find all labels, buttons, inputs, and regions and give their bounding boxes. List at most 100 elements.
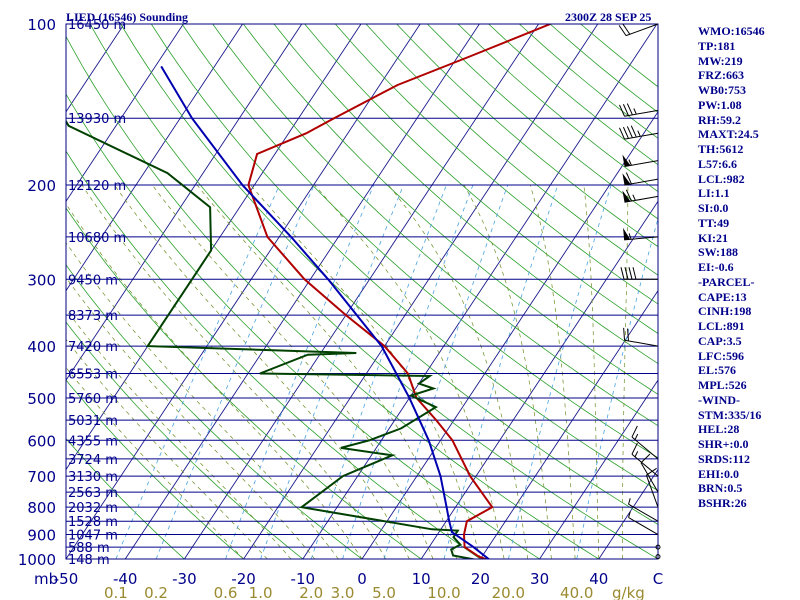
mixing-ratio-unit: g/kg xyxy=(612,584,645,600)
index-item: L57:6.6 xyxy=(698,156,737,171)
barb-pennant xyxy=(623,227,631,240)
barb-full-feather xyxy=(622,126,629,139)
mixing-ratio-label: 3.0 xyxy=(331,584,355,600)
barb-half-feather xyxy=(637,130,641,137)
barb-full-feather xyxy=(622,23,631,35)
mixing-ratio-line xyxy=(225,184,375,559)
barb-full-feather xyxy=(630,125,637,138)
barb-staff xyxy=(624,109,659,117)
height-label: 2563 m xyxy=(68,486,118,501)
index-item: FRZ:663 xyxy=(698,68,744,83)
index-item: MW:219 xyxy=(698,53,743,68)
index-item: LFC:596 xyxy=(698,348,744,363)
height-label: 4355 m xyxy=(68,434,118,449)
index-item: TT:49 xyxy=(698,215,730,230)
barb-pennant xyxy=(622,190,631,203)
index-item: EI:-0.6 xyxy=(698,260,734,274)
moist-adiabat-line xyxy=(250,184,481,559)
height-label: 6553 m xyxy=(68,367,118,382)
barb-staff xyxy=(640,462,659,493)
temperature-tick-label: -10 xyxy=(291,570,316,588)
sounding-series xyxy=(66,24,551,559)
height-label: 2032 m xyxy=(68,501,118,516)
height-label: 1528 m xyxy=(68,515,118,530)
wind-barb xyxy=(631,442,659,477)
background-grid xyxy=(66,24,658,559)
height-label: 3130 m xyxy=(68,470,118,485)
temperature-tick-label: -40 xyxy=(113,570,138,588)
mixing-ratio-label: 40.0 xyxy=(560,584,593,600)
isotherm-line xyxy=(66,24,303,381)
barb-full-feather xyxy=(631,442,638,455)
moist-adiabat-line xyxy=(66,242,339,559)
index-item: EHI:0.0 xyxy=(698,466,740,481)
height-label: 10680 m xyxy=(68,231,126,246)
barb-full-feather xyxy=(625,189,632,202)
isotherm-line xyxy=(539,379,658,559)
height-label: 5760 m xyxy=(68,392,118,407)
mixing-ratio-label: 2.0 xyxy=(299,584,323,600)
index-item: KI:21 xyxy=(698,230,728,245)
barb-half-feather xyxy=(634,433,639,440)
mixing-ratio-label: 0.1 xyxy=(104,584,128,600)
index-item: LCL:982 xyxy=(698,171,745,186)
index-item: LCL:891 xyxy=(698,319,745,333)
barb-staff xyxy=(645,475,659,508)
barb-half-feather xyxy=(632,194,636,201)
barb-staff xyxy=(625,23,659,37)
index-item: EL:576 xyxy=(698,363,737,378)
index-item: RH:59.2 xyxy=(698,112,741,127)
barb-full-feather xyxy=(625,172,632,185)
barb-staff xyxy=(631,453,659,477)
barb-full-feather xyxy=(627,328,629,341)
barb-full-feather xyxy=(628,267,633,280)
pressure-tick-label: 900 xyxy=(27,527,56,545)
index-item: TH:5612 xyxy=(698,142,744,156)
index-item: PW:1.08 xyxy=(698,97,742,112)
wind-barb xyxy=(640,453,659,493)
pressure-tick-label: 100 xyxy=(27,16,56,34)
moist-adiabat-line xyxy=(463,184,552,559)
isotherm-line xyxy=(420,200,658,559)
wind-barb xyxy=(618,23,659,37)
pressure-tick-label: 300 xyxy=(27,271,56,289)
wind-barb xyxy=(622,189,659,203)
index-item: WB0:753 xyxy=(698,83,746,97)
wind-barb xyxy=(628,511,659,535)
index-item: TP:181 xyxy=(698,38,736,53)
index-item: CINH:198 xyxy=(698,304,752,319)
moist-adiabat-line xyxy=(152,184,434,559)
mixing-ratio-line xyxy=(260,184,404,559)
wind-barb xyxy=(623,327,659,347)
index-item: -PARCEL- xyxy=(698,274,755,289)
station-title: LIED (16546) Sounding xyxy=(66,10,189,24)
barb-staff xyxy=(628,517,659,535)
height-label: 12120 m xyxy=(68,179,126,194)
calm-wind-marker xyxy=(655,544,661,550)
barb-staff xyxy=(624,195,659,203)
barb-full-feather xyxy=(632,267,637,280)
barb-full-feather xyxy=(619,127,625,140)
barb-full-feather xyxy=(620,267,625,280)
wind-barb xyxy=(631,425,659,460)
height-label: 588 m xyxy=(68,541,110,556)
index-item: SHR+:0.0 xyxy=(698,437,749,451)
mixing-ratio-label: 1.0 xyxy=(249,584,273,600)
index-item: WMO:16546 xyxy=(698,24,765,38)
parcel-trace xyxy=(160,65,491,559)
barb-staff xyxy=(631,436,659,460)
pressure-unit-label: mb xyxy=(34,570,58,588)
wind-barb xyxy=(623,227,659,241)
height-label: 5031 m xyxy=(68,414,118,429)
wind-barb xyxy=(619,103,659,117)
index-item: MAXT:24.5 xyxy=(698,127,759,142)
temperature-tick-label: -20 xyxy=(231,570,256,588)
height-label: 7420 m xyxy=(68,340,118,355)
wind-barbs xyxy=(618,23,661,560)
isotherm-line xyxy=(302,24,658,559)
barb-half-feather xyxy=(628,511,631,518)
barb-half-feather xyxy=(628,233,632,240)
index-item: HEL:28 xyxy=(698,422,740,437)
temperature-trace xyxy=(247,24,551,559)
